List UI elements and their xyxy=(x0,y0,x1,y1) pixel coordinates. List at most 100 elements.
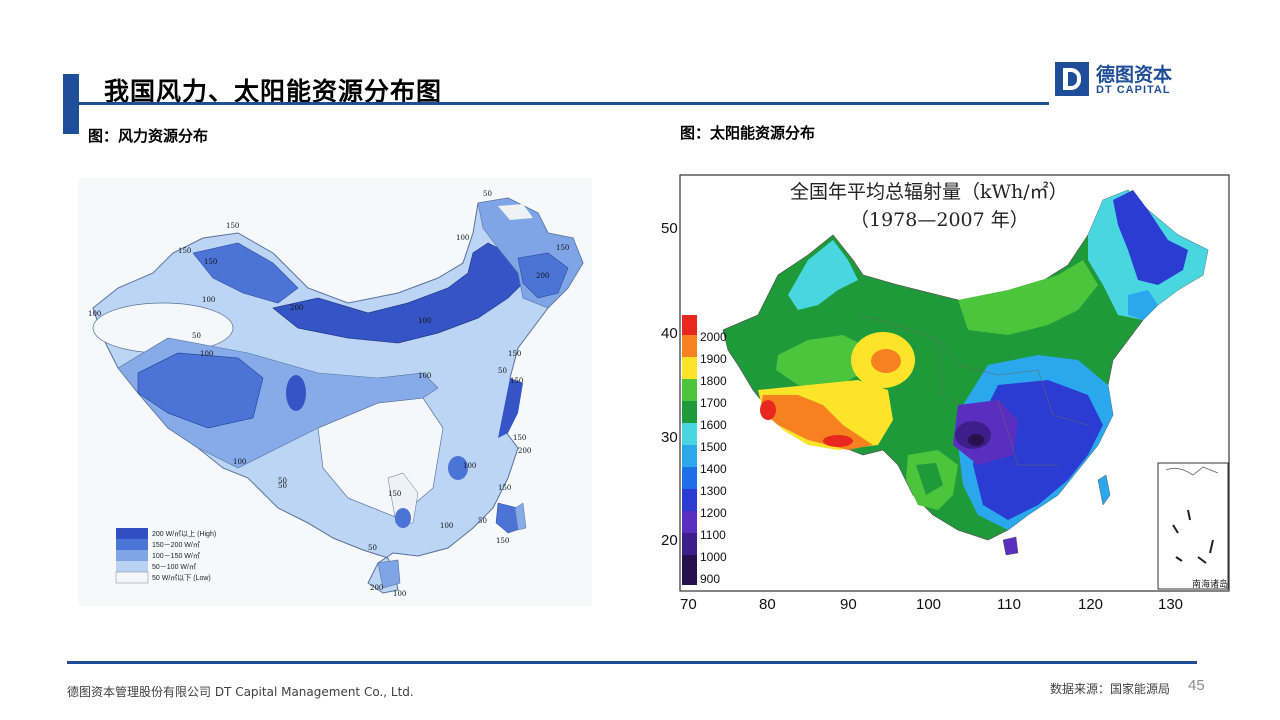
solar-legend-label-6: 1400 xyxy=(700,462,727,476)
y-tick-label: 50 xyxy=(661,220,678,237)
svg-text:200: 200 xyxy=(536,272,549,280)
title-accent-bar xyxy=(63,74,79,134)
svg-text:50: 50 xyxy=(498,367,507,375)
svg-text:50: 50 xyxy=(483,190,492,198)
solar-legend-swatch-1 xyxy=(682,335,697,357)
svg-text:100: 100 xyxy=(88,310,101,318)
x-tick-label: 110 xyxy=(997,596,1021,613)
solar-legend-swatch-3 xyxy=(682,379,697,401)
solar-y-axis: 50 40 30 20 xyxy=(661,220,678,549)
solar-legend-label-4: 1600 xyxy=(700,418,727,432)
svg-text:150: 150 xyxy=(510,377,523,385)
svg-text:150: 150 xyxy=(498,484,511,492)
x-tick-label: 120 xyxy=(1078,596,1103,613)
solar-legend-label-8: 1200 xyxy=(700,506,727,520)
solar-legend-label-10: 1000 xyxy=(700,550,727,564)
svg-text:100: 100 xyxy=(418,317,431,325)
wind-legend-label-3: 50－100 W/㎡ xyxy=(152,563,196,571)
y-tick-label: 20 xyxy=(661,532,678,549)
y-tick-label: 40 xyxy=(661,325,678,342)
solar-map-title: 全国年平均总辐射量（kWh/㎡） xyxy=(790,180,1068,203)
wind-legend-swatch-1 xyxy=(116,539,148,550)
title-divider xyxy=(79,102,1049,105)
svg-text:100: 100 xyxy=(393,590,406,598)
svg-text:50: 50 xyxy=(278,477,287,485)
x-tick-label: 80 xyxy=(759,596,776,613)
solar-legend-label-3: 1700 xyxy=(700,396,727,410)
data-source: 数据来源：国家能源局 xyxy=(1050,682,1171,696)
wind-legend-swatch-2 xyxy=(116,550,148,561)
page-title: 我国风力、太阳能资源分布图 xyxy=(104,77,443,106)
solar-map-regions xyxy=(722,189,1209,556)
solar-legend: 2000 1900 1800 1700 1600 1500 1400 1300 … xyxy=(682,315,727,586)
footer-company: 德图资本管理股份有限公司 DT Capital Management Co., … xyxy=(67,685,414,699)
solar-legend-swatch-6 xyxy=(682,445,697,467)
page-number: 45 xyxy=(1188,677,1205,694)
solar-legend-label-5: 1500 xyxy=(700,440,727,454)
svg-text:150: 150 xyxy=(508,350,521,358)
svg-text:50: 50 xyxy=(192,332,201,340)
company-logo: 德图资本 DT CAPITAL xyxy=(1055,60,1185,100)
svg-text:100: 100 xyxy=(200,350,213,358)
solar-legend-swatch-10 xyxy=(682,533,697,555)
solar-legend-label-2: 1800 xyxy=(700,374,727,388)
svg-text:100: 100 xyxy=(440,522,453,530)
solar-legend-swatch-9 xyxy=(682,511,697,533)
solar-legend-label-9: 1100 xyxy=(700,528,726,542)
svg-text:150: 150 xyxy=(178,247,191,255)
logo-mark-icon xyxy=(1055,62,1089,96)
wind-legend-label-0: 200 W/㎡以上 (High) xyxy=(152,529,216,538)
x-tick-label: 130 xyxy=(1158,596,1183,613)
wind-legend-label-4: 50 W/㎡以下 (Low) xyxy=(152,574,211,582)
svg-text:150: 150 xyxy=(496,537,509,545)
x-tick-label: 70 xyxy=(680,596,697,613)
x-tick-label: 90 xyxy=(840,596,857,613)
solar-legend-swatch-0 xyxy=(682,315,697,335)
svg-text:150: 150 xyxy=(513,434,526,442)
svg-text:150: 150 xyxy=(556,244,569,252)
solar-legend-label-11: 900 xyxy=(700,572,720,586)
svg-text:100: 100 xyxy=(202,296,215,304)
wind-legend-swatch-0 xyxy=(116,528,148,539)
svg-text:100: 100 xyxy=(418,372,431,380)
logo-text-cn: 德图资本 xyxy=(1096,64,1173,86)
solar-legend-label-0: 2000 xyxy=(700,330,727,344)
wind-legend-swatch-4 xyxy=(115,571,149,584)
x-tick-label: 100 xyxy=(916,596,941,613)
svg-text:100: 100 xyxy=(456,234,469,242)
solar-map-period: （1978—2007 年） xyxy=(850,209,1029,231)
svg-text:200: 200 xyxy=(370,584,383,592)
svg-text:200: 200 xyxy=(290,304,303,312)
logo-text-en: DT CAPITAL xyxy=(1096,84,1171,96)
wind-legend-label-2: 100－150 W/㎡ xyxy=(152,552,200,560)
south-sea-inset: 南海诸岛 xyxy=(1157,462,1229,590)
wind-map-graphic: 50 150 100 150 150 100 150 200 100 200 1… xyxy=(88,190,584,598)
wind-legend-swatch-3 xyxy=(116,561,148,572)
solar-map-caption: 图：太阳能资源分布 xyxy=(680,124,816,142)
solar-legend-label-1: 1900 xyxy=(700,352,727,366)
footer-divider xyxy=(67,661,1197,664)
solar-legend-swatch-4 xyxy=(682,401,697,423)
svg-text:150: 150 xyxy=(204,258,217,266)
svg-text:150: 150 xyxy=(388,490,401,498)
wind-legend: 200 W/㎡以上 (High) 150－200 W/㎡ 100－150 W/㎡… xyxy=(115,528,216,584)
solar-legend-swatch-8 xyxy=(682,489,697,511)
svg-text:150: 150 xyxy=(226,222,239,230)
solar-legend-swatch-7 xyxy=(682,467,697,489)
solar-x-axis: 70 80 90 100 110 120 130 xyxy=(680,596,1183,613)
wind-map-caption: 图：风力资源分布 xyxy=(88,127,209,145)
solar-legend-swatch-11 xyxy=(682,555,697,585)
solar-legend-swatch-5 xyxy=(682,423,697,445)
svg-text:100: 100 xyxy=(233,458,246,466)
svg-text:50: 50 xyxy=(478,517,487,525)
svg-text:100: 100 xyxy=(463,462,476,470)
svg-text:200: 200 xyxy=(518,447,531,455)
solar-legend-swatch-2 xyxy=(682,357,697,379)
wind-resource-map: 50 150 100 150 150 100 150 200 100 200 1… xyxy=(78,178,592,606)
svg-text:50: 50 xyxy=(278,482,287,490)
solar-resource-map: 全国年平均总辐射量（kWh/㎡） （1978—2007 年） xyxy=(658,165,1238,615)
svg-text:50: 50 xyxy=(368,544,377,552)
solar-legend-label-7: 1300 xyxy=(700,484,727,498)
inset-label: 南海诸岛 xyxy=(1192,578,1228,590)
solar-map-graphic: 全国年平均总辐射量（kWh/㎡） （1978—2007 年） xyxy=(661,174,1230,613)
